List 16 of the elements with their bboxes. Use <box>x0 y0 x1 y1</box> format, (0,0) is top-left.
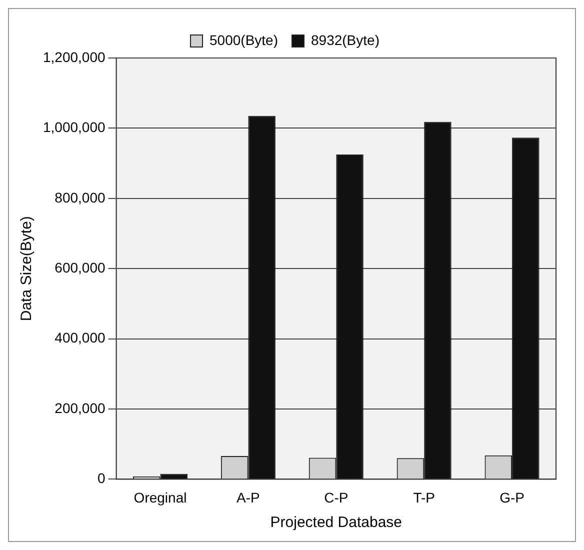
x-tick-label: T-P <box>413 489 435 506</box>
x-tick-label: G-P <box>500 489 524 506</box>
y-tick-label: 200,000 <box>54 400 106 416</box>
y-tick-label: 800,000 <box>54 189 106 206</box>
x-axis-title: Projected Database <box>270 514 402 532</box>
legend-label: 8932(Byte) <box>311 32 380 48</box>
y-tick-label: 600,000 <box>54 259 106 276</box>
y-axis-title: Data Size(Byte) <box>18 216 36 322</box>
x-tick-label: A-P <box>236 489 260 506</box>
y-tick-label: 0 <box>97 470 106 486</box>
y-tick-label: 400,000 <box>54 330 106 346</box>
x-tick-label: C-P <box>324 489 348 506</box>
y-tick-label: 1,000,000 <box>42 119 106 136</box>
x-tick-label: Oreginal <box>134 489 187 506</box>
y-tick-label: 1,200,000 <box>42 48 106 65</box>
legend-label: 5000(Byte) <box>210 32 278 48</box>
